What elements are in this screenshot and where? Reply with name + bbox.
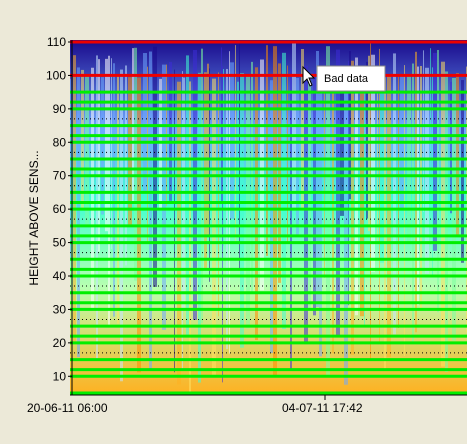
- heatmap-stripe-13: [117, 76, 119, 324]
- level-lines: [70, 90, 467, 395]
- heatmap-stripe-109: [450, 81, 452, 214]
- heatmap-stripe-57: [270, 80, 273, 354]
- heatmap-stripe-82: [364, 71, 365, 325]
- heatmap-stripe-108: [445, 71, 448, 372]
- y-tick-label-30: 30: [53, 302, 67, 316]
- heatmap-stripe-12: [113, 63, 115, 317]
- heatmap-stripe-29: [177, 81, 181, 385]
- bad-data-lines: [70, 40, 467, 77]
- heatmap-stripe-61: [287, 65, 288, 243]
- heatmap-stripe-86: [371, 54, 375, 272]
- heatmap-stripe-37: [204, 72, 207, 271]
- y-axis-ticks: 10 20 30 40 50 60 70 80 90 100 110: [46, 35, 72, 383]
- x-tick-start: 20-06-11 06:00: [27, 401, 108, 415]
- heatmap-stripe-66: [304, 65, 308, 345]
- heatmap-stripe-21: [147, 66, 148, 243]
- heatmap-stripe-100: [420, 66, 422, 310]
- heatmap-stripe-88: [379, 48, 380, 343]
- heatmap-stripe-47: [230, 62, 234, 219]
- heatmap-stripe-11: [111, 58, 112, 250]
- heatmap-stripe-111: [456, 73, 459, 237]
- heatmap-stripe-5: [91, 67, 94, 311]
- heatmap-stripe-64: [296, 77, 299, 237]
- heatmap-stripe-73: [332, 76, 334, 354]
- heatmap-stripe-1: [73, 55, 76, 343]
- y-tick-label-20: 20: [53, 336, 67, 350]
- heatmap-stripe-30: [182, 71, 183, 371]
- heatmap-stripe-10: [108, 55, 110, 326]
- heatmap-stripe-16: [128, 77, 132, 225]
- heatmap-stripe-103: [430, 48, 431, 198]
- heatmap-stripe-58: [273, 46, 277, 376]
- heatmap-stripe-91: [387, 74, 391, 358]
- y-axis-title: HEIGHT ABOVE SENS...: [27, 150, 41, 285]
- heatmap-stripe-7: [98, 59, 100, 252]
- y-tick-label-110: 110: [47, 35, 66, 49]
- heatmap-stripe-101: [423, 50, 424, 212]
- heatmap-stripe-104: [432, 67, 433, 277]
- heatmap-stripe-50: [239, 42, 240, 270]
- bad-data-tooltip: Bad data: [316, 65, 386, 92]
- y-tick-label-90: 90: [53, 102, 67, 116]
- heatmap-stripe-23: [153, 46, 157, 287]
- y-axis-label: HEIGHT ABOVE SENS...: [27, 150, 41, 285]
- heatmap-stripe-77: [348, 60, 349, 306]
- heatmap-stripe-72: [326, 46, 330, 377]
- y-tick-label-70: 70: [53, 169, 67, 183]
- heatmap-stripe-38: [207, 63, 209, 236]
- heatmap-stripe-80: [355, 57, 358, 316]
- y-tick-label-80: 80: [53, 135, 67, 149]
- heatmap-stripe-106: [437, 49, 439, 313]
- heatmap-stripe-41: [218, 72, 219, 317]
- heatmap-stripe-18: [134, 47, 137, 281]
- y-tick-label-10: 10: [53, 369, 67, 383]
- heatmap-stripe-102: [425, 67, 429, 274]
- heatmap-stripe-32: [186, 55, 189, 338]
- heatmap-stripe-112: [461, 80, 464, 263]
- y-tick-label-100: 100: [46, 68, 66, 82]
- y-tick-label-60: 60: [53, 202, 67, 216]
- heatmap-stripe-2: [77, 67, 80, 358]
- heatmap-stripe-34: [193, 49, 197, 320]
- y-tick-label-40: 40: [53, 269, 67, 283]
- heatmap-stripe-9: [105, 58, 108, 232]
- heatmap-stripe-53: [251, 61, 253, 293]
- heatmap-stripe-43: [222, 66, 223, 383]
- x-tick-mid: 04-07-11 17:42: [282, 401, 363, 415]
- heatmap-stripe-20: [143, 53, 147, 192]
- tooltip-label: Bad data: [324, 73, 369, 85]
- heatmap-stripe-49: [237, 81, 239, 221]
- heatmap-stripe-56: [266, 45, 268, 256]
- heatmap-stripe-83: [366, 61, 368, 219]
- heatmap-stripe-67: [308, 80, 311, 309]
- heatmap-stripe-107: [441, 61, 445, 367]
- heatmap-stripe-8: [101, 77, 104, 215]
- heatmap-stripe-59: [278, 63, 281, 283]
- mouse-cursor-icon: [302, 65, 316, 87]
- heatmap-stripe-4: [85, 74, 89, 226]
- heatmap-stripe-105: [433, 52, 437, 251]
- heatmap-stripe-85: [370, 42, 371, 359]
- heatmap-stripe-90: [384, 77, 386, 369]
- heatmap-stripe-27: [169, 61, 172, 201]
- heatmap-stripe-87: [377, 81, 378, 245]
- heatmap-stripe-65: [301, 49, 304, 211]
- heatmap-stripe-71: [324, 69, 325, 278]
- heatmap-stripe-28: [174, 69, 175, 373]
- heatmap-stripe-44: [223, 68, 224, 246]
- y-tick-label-50: 50: [53, 236, 67, 250]
- heatmap-stripe-75: [340, 80, 344, 216]
- heatmap-stripe-35: [198, 72, 201, 383]
- heatmap-stripe-70: [319, 67, 322, 357]
- heatmap-stripe-15: [125, 65, 127, 266]
- heatmap-stripe-25: [162, 64, 166, 330]
- heatmap-stripe-3: [81, 69, 84, 210]
- heatmap-stripe-76: [344, 76, 348, 385]
- heatmap-stripe-69: [316, 50, 319, 308]
